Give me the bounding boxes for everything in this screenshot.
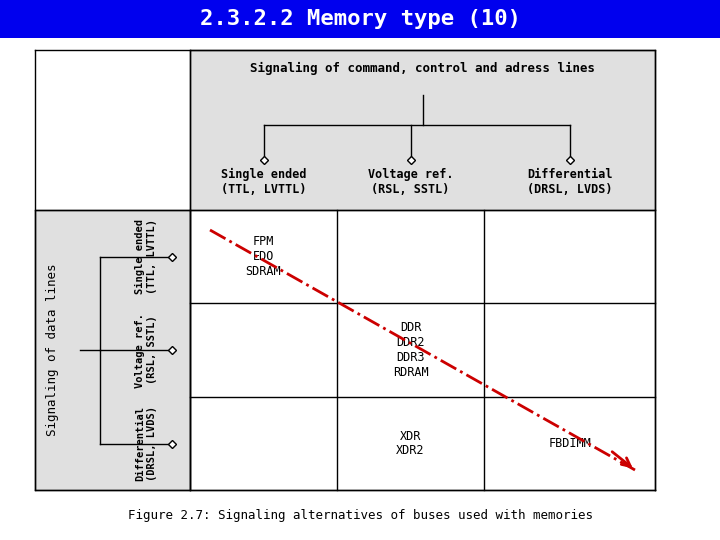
Text: XDR
XDR2: XDR XDR2 bbox=[396, 429, 425, 457]
Text: Voltage ref.
(RSL, SSTL): Voltage ref. (RSL, SSTL) bbox=[135, 313, 157, 388]
Text: FBDIMM: FBDIMM bbox=[548, 437, 591, 450]
Text: Differential
(DRSL, LVDS): Differential (DRSL, LVDS) bbox=[135, 406, 157, 481]
Text: DDR
DDR2
DDR3
RDRAM: DDR DDR2 DDR3 RDRAM bbox=[392, 321, 428, 379]
Bar bbox=[35, 210, 190, 490]
Bar bbox=[0, 0, 720, 38]
Text: Voltage ref.
(RSL, SSTL): Voltage ref. (RSL, SSTL) bbox=[368, 168, 454, 196]
Text: Single ended
(TTL, LVTTL): Single ended (TTL, LVTTL) bbox=[135, 219, 157, 294]
Bar bbox=[190, 50, 655, 210]
Text: Single ended
(TTL, LVTTL): Single ended (TTL, LVTTL) bbox=[221, 168, 306, 196]
Text: Signaling of command, control and adress lines: Signaling of command, control and adress… bbox=[250, 62, 595, 75]
Text: Figure 2.7: Signaling alternatives of buses used with memories: Figure 2.7: Signaling alternatives of bu… bbox=[127, 509, 593, 522]
Text: Signaling of data lines: Signaling of data lines bbox=[47, 264, 60, 436]
Text: 2.3.2.2 Memory type (10): 2.3.2.2 Memory type (10) bbox=[199, 9, 521, 29]
Text: FPM
EDO
SDRAM: FPM EDO SDRAM bbox=[246, 235, 282, 278]
Text: Differential
(DRSL, LVDS): Differential (DRSL, LVDS) bbox=[527, 168, 612, 196]
